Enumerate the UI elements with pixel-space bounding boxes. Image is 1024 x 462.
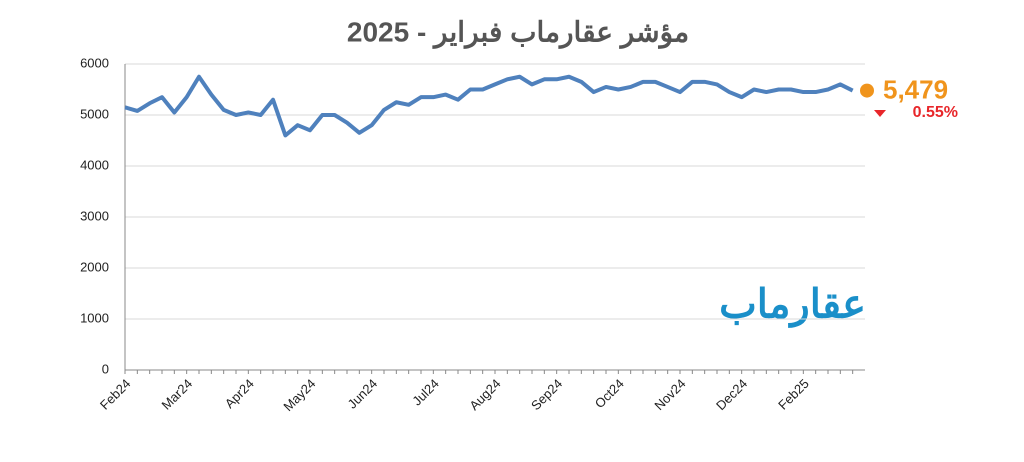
- watermark: عقارماب: [719, 283, 866, 329]
- y-tick-label: 2000: [80, 259, 109, 274]
- x-tick-label: Nov24: [651, 376, 688, 413]
- y-tick-label: 1000: [80, 310, 109, 325]
- y-tick-label: 5000: [80, 106, 109, 121]
- x-tick-label: Oct24: [592, 376, 627, 411]
- x-tick-label: Aug24: [466, 376, 503, 413]
- x-tick-label: Feb24: [97, 376, 134, 413]
- y-tick-label: 4000: [80, 157, 109, 172]
- down-arrow: [874, 110, 886, 117]
- change-label: 0.55%: [913, 104, 958, 121]
- x-tick-label: Dec24: [713, 376, 750, 413]
- last-point: [860, 83, 874, 98]
- y-tick-label: 6000: [80, 55, 109, 70]
- x-tick-label: Feb25: [775, 376, 812, 413]
- value-label: 5,479: [883, 74, 948, 104]
- x-tick-label: Sep24: [528, 376, 565, 413]
- x-tick-label: Jul24: [409, 376, 442, 409]
- data-line: [124, 74, 854, 138]
- x-tick-label: Mar24: [159, 376, 196, 413]
- x-tick-label: Jun24: [345, 376, 381, 412]
- x-tick-label: May24: [280, 376, 318, 414]
- x-tick-label: Apr24: [222, 376, 257, 411]
- y-tick-label: 3000: [80, 208, 109, 223]
- y-tick-label: 0: [102, 361, 109, 376]
- chart-title: مؤشر عقارماب فبراير - 2025: [347, 16, 689, 49]
